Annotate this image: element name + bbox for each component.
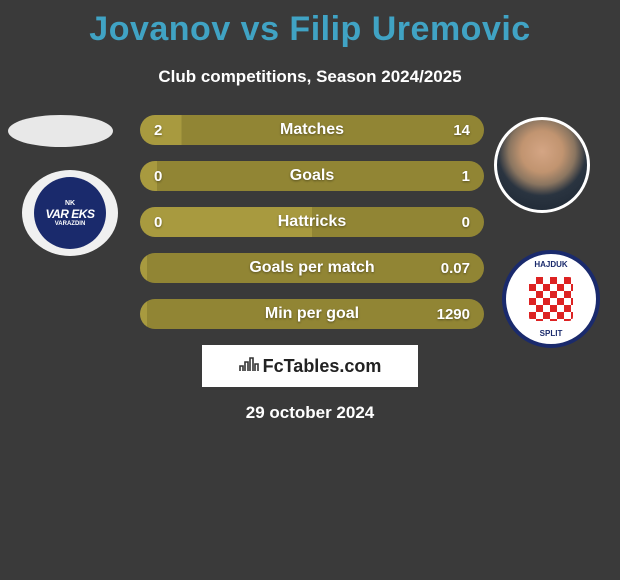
player-left-avatar <box>8 115 113 147</box>
stat-right-value: 0 <box>462 214 470 231</box>
stat-left-value: 0 <box>154 168 162 185</box>
stat-right-value: 1290 <box>437 306 470 323</box>
brand-box[interactable]: FcTables.com <box>202 345 418 387</box>
comparison-title: Jovanov vs Filip Uremovic <box>0 0 620 49</box>
snapshot-date: 29 october 2024 <box>0 403 620 423</box>
season-subtitle: Club competitions, Season 2024/2025 <box>0 67 620 87</box>
stat-bar: Min per goal 1290 <box>140 299 484 329</box>
club-right-checker-icon <box>529 277 573 321</box>
club-right-top: HAJDUK <box>534 260 567 269</box>
stat-label: Goals per match <box>249 259 374 277</box>
stat-bar: 2 Matches 14 <box>140 115 484 145</box>
stat-bar: 0 Hattricks 0 <box>140 207 484 237</box>
club-left-line1: NK <box>65 200 75 207</box>
comparison-content: NK VAR EKS VARAZDIN HAJDUK SPLIT 2Matche… <box>0 115 620 329</box>
club-left-line2: VAR EKS <box>46 207 95 221</box>
stat-label: Goals <box>290 167 334 185</box>
stat-right-value: 0.07 <box>441 260 470 277</box>
stat-left-value: 0 <box>154 214 162 231</box>
stat-label: Hattricks <box>278 213 346 231</box>
player-left-club-logo: NK VAR EKS VARAZDIN <box>22 170 118 256</box>
club-left-line3: VARAZDIN <box>55 221 86 227</box>
stat-label: Min per goal <box>265 305 359 323</box>
stat-right-value: 14 <box>453 122 470 139</box>
club-right-bottom: SPLIT <box>540 329 563 338</box>
stat-bars-container: 2 Matches 14 0 Goals 1 0 Hattricks 0 Goals per ma… <box>140 115 484 329</box>
stat-bar: 0 Goals 1 <box>140 161 484 191</box>
stat-bar: Goals per match 0.07 <box>140 253 484 283</box>
player-right-club-logo: HAJDUK SPLIT <box>502 250 600 348</box>
stat-label: Matches <box>280 121 344 139</box>
stat-left-value: 2 <box>154 122 162 139</box>
player-right-avatar <box>494 117 590 213</box>
brand-chart-icon <box>239 356 259 377</box>
stat-right-value: 1 <box>462 168 470 185</box>
brand-text: FcTables.com <box>263 356 382 377</box>
